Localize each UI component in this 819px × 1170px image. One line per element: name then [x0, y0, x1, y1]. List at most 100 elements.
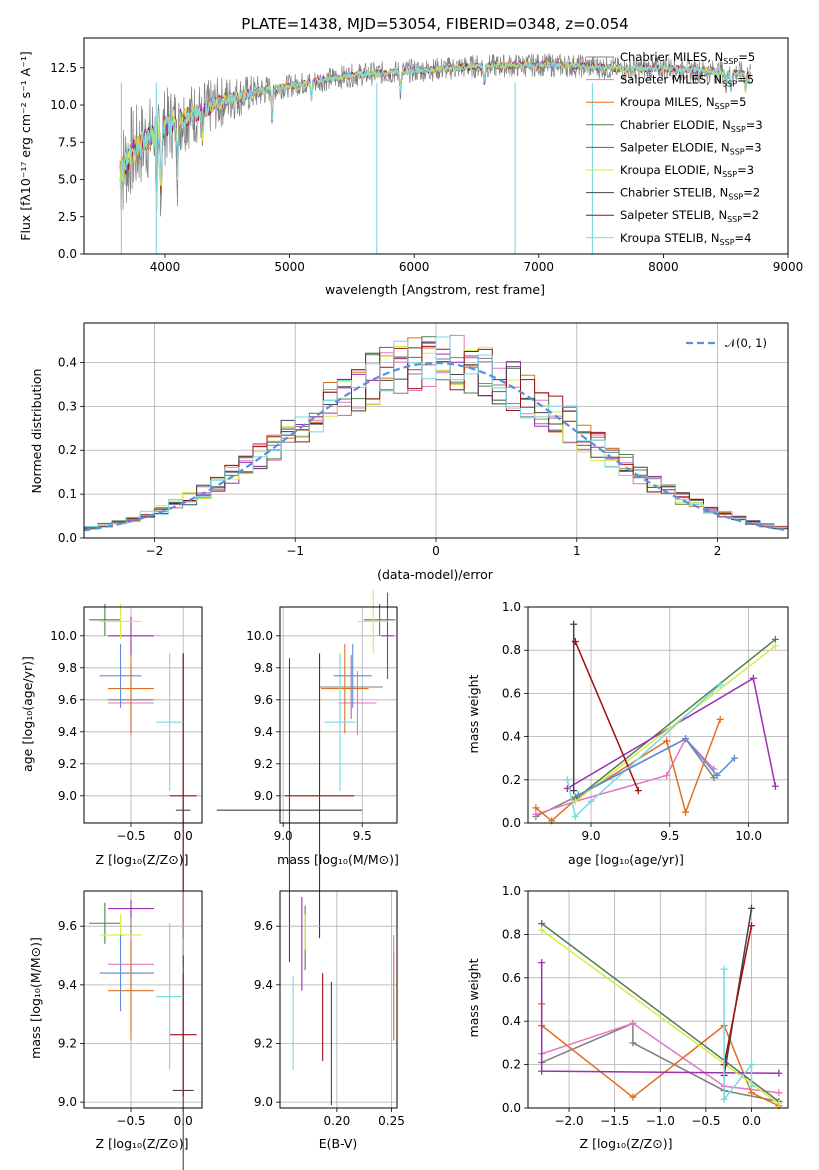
weight-line: [574, 641, 639, 791]
error-crosses: [89, 899, 197, 1170]
legend-eq: =4: [735, 231, 752, 245]
x-tick-label: −0.5: [116, 1114, 145, 1128]
axes: −0.5 0.09.09.29.49.69.810.0: [50, 629, 192, 843]
error-crosses: [216, 589, 396, 963]
y-tick-label: 10.0: [50, 98, 77, 112]
legend-name: Chabrier ELODIE, N: [620, 118, 731, 132]
x-tick-label: 7000: [524, 260, 555, 274]
axes-frame: [83, 322, 789, 539]
y-tick-label: 0.6: [502, 971, 521, 985]
axes-frame: [527, 890, 789, 1109]
histogram-ylabel: Normed distribution: [29, 369, 44, 494]
weight-marker: [629, 1019, 637, 1027]
legend-label: Chabrier ELODIE, NSSP=3: [620, 118, 763, 134]
legend-eq: =5: [738, 50, 755, 64]
weight-vs-age-plot: 9.0 9.5 10.0 0.0 0.2 0.4 0.6 0.8 1.0: [502, 600, 789, 843]
mass-z-ylabel: mass [log₁₀(M/M⊙)]: [28, 937, 43, 1059]
x-tick-label: 9.0: [581, 829, 600, 843]
y-tick-label: 9.6: [58, 693, 77, 707]
weight-marker: [532, 810, 540, 818]
weight-marker: [748, 922, 756, 930]
weight-z-ylabel: mass weight: [466, 958, 481, 1037]
legend-name: Salpeter ELODIE, N: [620, 140, 730, 154]
legend-label: Kroupa ELODIE, NSSP=3: [620, 163, 754, 179]
legend-eq: =5: [737, 73, 754, 87]
weight-line: [723, 925, 753, 1065]
grid-lines: [84, 607, 202, 823]
model-spectrum-line: [119, 60, 751, 193]
weight-line: [574, 645, 776, 802]
legend-name: Chabrier STELIB, N: [620, 186, 728, 200]
y-tick-label: 2.5: [58, 210, 77, 224]
x-tick-label: 9000: [773, 260, 804, 274]
legend-name: Kroupa STELIB, N: [620, 231, 720, 245]
weight-marker: [775, 1089, 783, 1097]
weight-marker: [771, 635, 779, 643]
x-tick-label: 4000: [150, 260, 181, 274]
weight-marker: [538, 920, 546, 928]
x-tick-label: 9.5: [660, 829, 679, 843]
weight-z-xlabel: Z [log₁₀(Z/Z⊙)]: [580, 1136, 673, 1151]
y-tick-label: 0.8: [502, 927, 521, 941]
x-tick-label: −2: [146, 544, 164, 558]
x-tick-label: 9.0: [274, 829, 293, 843]
axes-frame: [279, 890, 398, 1109]
weight-marker: [571, 813, 579, 821]
y-tick-label: 0.3: [58, 399, 77, 413]
y-tick-label: 10.0: [246, 629, 273, 643]
weight-line: [541, 922, 780, 1103]
mass-vs-ebv-plot: 0.20 0.25 9.0 9.2 9.4 9.6: [254, 890, 405, 1128]
weight-marker: [730, 754, 738, 762]
weight-marker: [634, 787, 642, 795]
axes: 9.0 9.5 10.0 0.0 0.2 0.4 0.6 0.8 1.0: [502, 600, 762, 843]
weight-marker: [748, 1061, 756, 1069]
x-tick-label: 9.5: [353, 829, 372, 843]
normal-curve: [83, 361, 789, 532]
axes: −2 −1 0 1 2 0.0 0.1 0.2 0.3 0.4: [58, 355, 722, 558]
spectrum-xlabel: wavelength [Angstrom, rest frame]: [325, 282, 545, 297]
y-tick-label: 9.0: [254, 789, 273, 803]
residual-histogram-panel: −2 −1 0 1 2 0.0 0.1 0.2 0.3 0.4 (data-model)/erro…: [29, 322, 789, 582]
histogram-series: [84, 336, 788, 528]
y-tick-label: 9.4: [254, 978, 273, 992]
normal-legend-label: 𝒩(0, 1): [725, 336, 767, 350]
legend-eq: =5: [730, 95, 747, 109]
weight-marker: [563, 776, 571, 784]
weight-marker: [720, 965, 728, 973]
mass-z-xlabel: Z [log₁₀(Z/Z⊙)]: [96, 1136, 189, 1151]
weight-marker: [720, 1095, 728, 1103]
weight-line: [578, 737, 735, 796]
x-tick-label: 0.20: [324, 1114, 351, 1128]
y-tick-label: 9.4: [58, 978, 77, 992]
weight-series: [532, 620, 779, 825]
weight-marker: [663, 771, 671, 779]
weight-line: [541, 929, 780, 1105]
x-tick-label: −0.5: [116, 829, 145, 843]
age-z-ylabel: age [log₁₀(age/yr)]: [20, 656, 35, 772]
y-tick-label: 9.4: [58, 725, 77, 739]
legend-name: Chabrier MILES, N: [620, 50, 723, 64]
axes: −0.5 0.09.09.29.49.6: [58, 919, 193, 1128]
legend-label: Chabrier MILES, NSSP=5: [620, 50, 755, 66]
y-tick-label: 0.4: [502, 730, 521, 744]
axes: 4000 5000 6000 7000 8000 9000 0.0 2.5 5.0 7.5 10.0…: [50, 61, 803, 274]
weight-marker: [716, 681, 724, 689]
x-tick-label: 5000: [274, 260, 305, 274]
x-tick-label: −1: [286, 544, 304, 558]
mass-vs-metallicity-plot: −0.5 0.09.09.29.49.6: [58, 890, 203, 1170]
mass-vs-ebv-panel: 0.20 0.25 9.0 9.2 9.4 9.6 E(B-V): [254, 890, 405, 1151]
y-tick-label: 9.2: [58, 757, 77, 771]
y-tick-label: 9.6: [58, 919, 77, 933]
axes-frame: [527, 606, 789, 824]
y-tick-label: 9.2: [254, 757, 273, 771]
axes-frame: [83, 606, 203, 824]
grid-lines: [280, 891, 397, 1108]
weight-marker: [713, 771, 721, 779]
age-vs-mass-plot: 9.0 9.5 9.0 9.2 9.4 9.6 9.8 10.0: [216, 589, 398, 963]
x-tick-label: −0.5: [691, 1114, 720, 1128]
y-tick-label: 1.0: [502, 884, 521, 898]
weight-marker: [663, 737, 671, 745]
y-tick-label: 9.8: [58, 661, 77, 675]
spectrum-title: PLATE=1438, MJD=53054, FIBERID=0348, z=0…: [241, 15, 628, 33]
histogram-plot: −2 −1 0 1 2 0.0 0.1 0.2 0.3 0.4: [58, 322, 789, 558]
